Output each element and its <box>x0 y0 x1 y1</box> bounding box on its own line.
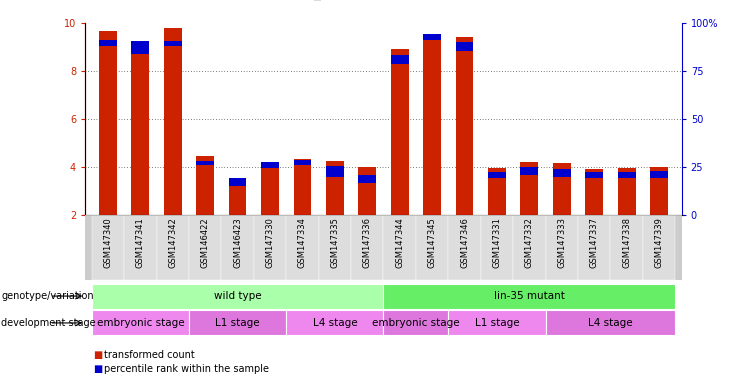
Bar <box>293 160 311 165</box>
Text: GSM147342: GSM147342 <box>168 217 177 268</box>
Bar <box>326 166 344 177</box>
Text: GSM147346: GSM147346 <box>460 217 469 268</box>
Bar <box>520 162 538 215</box>
Bar <box>164 41 182 46</box>
Bar <box>229 178 247 186</box>
Text: GSM146423: GSM146423 <box>233 217 242 268</box>
Bar <box>423 34 441 40</box>
Text: L1 stage: L1 stage <box>475 318 519 328</box>
Bar <box>261 162 279 215</box>
Bar <box>189 310 286 336</box>
Bar <box>553 164 571 215</box>
Text: GSM147339: GSM147339 <box>654 217 663 268</box>
Text: GSM147331: GSM147331 <box>493 217 502 268</box>
Text: GSM147336: GSM147336 <box>363 217 372 268</box>
Bar <box>92 283 384 309</box>
Text: GSM147341: GSM147341 <box>136 217 144 268</box>
Bar <box>384 283 675 309</box>
Bar <box>650 170 668 178</box>
Bar <box>326 161 344 215</box>
Bar <box>196 156 214 215</box>
Text: GSM147345: GSM147345 <box>428 217 436 268</box>
Bar <box>319 215 351 280</box>
Text: GSM147333: GSM147333 <box>557 217 566 268</box>
Text: wild type: wild type <box>213 291 262 301</box>
Text: percentile rank within the sample: percentile rank within the sample <box>104 364 269 374</box>
Bar <box>92 215 124 280</box>
Text: GSM147335: GSM147335 <box>330 217 339 268</box>
Bar <box>131 41 149 54</box>
Bar <box>488 172 506 178</box>
Bar <box>488 168 506 215</box>
Text: genotype/variation: genotype/variation <box>1 291 94 301</box>
Bar <box>391 55 408 64</box>
Bar <box>481 215 513 280</box>
Bar <box>650 167 668 215</box>
Bar <box>578 215 611 280</box>
Text: ■: ■ <box>93 350 102 360</box>
Bar <box>611 215 643 280</box>
Bar <box>222 215 253 280</box>
Text: embryonic stage: embryonic stage <box>96 318 185 328</box>
Bar <box>293 159 311 215</box>
Bar <box>359 175 376 183</box>
Bar <box>585 172 603 178</box>
Text: GSM147344: GSM147344 <box>395 217 404 268</box>
Bar <box>513 215 545 280</box>
Bar <box>585 169 603 215</box>
Bar <box>286 215 319 280</box>
Bar <box>351 215 384 280</box>
Text: GSM146422: GSM146422 <box>201 217 210 268</box>
Text: development stage: development stage <box>1 318 96 328</box>
Text: L4 stage: L4 stage <box>588 318 633 328</box>
Bar <box>229 178 247 215</box>
Text: L4 stage: L4 stage <box>313 318 357 328</box>
Bar <box>448 215 481 280</box>
Bar <box>156 215 189 280</box>
Bar <box>99 40 117 46</box>
Text: GSM147330: GSM147330 <box>265 217 274 268</box>
Text: GSM147334: GSM147334 <box>298 217 307 268</box>
Bar <box>189 215 222 280</box>
Bar <box>196 161 214 165</box>
Bar <box>164 28 182 215</box>
Bar <box>359 167 376 215</box>
Bar <box>545 215 578 280</box>
Text: GSM147337: GSM147337 <box>590 217 599 268</box>
Text: embryonic stage: embryonic stage <box>372 318 459 328</box>
Bar <box>456 38 473 215</box>
Bar <box>416 215 448 280</box>
Text: lin-35 mutant: lin-35 mutant <box>494 291 565 301</box>
Bar <box>384 215 416 280</box>
Text: L1 stage: L1 stage <box>216 318 260 328</box>
Bar <box>618 168 636 215</box>
Bar <box>520 167 538 175</box>
Text: ■: ■ <box>93 364 102 374</box>
Bar <box>124 215 156 280</box>
Text: GSM147332: GSM147332 <box>525 217 534 268</box>
Text: GSM147338: GSM147338 <box>622 217 631 268</box>
Text: transformed count: transformed count <box>104 350 194 360</box>
Bar <box>261 162 279 168</box>
Bar <box>618 172 636 178</box>
Bar <box>391 50 408 215</box>
Bar <box>456 42 473 51</box>
Bar <box>423 34 441 215</box>
Bar <box>286 310 384 336</box>
Bar <box>131 41 149 215</box>
Bar <box>99 31 117 215</box>
Text: GSM147340: GSM147340 <box>104 217 113 268</box>
Bar <box>553 169 571 177</box>
Bar <box>384 310 448 336</box>
Bar <box>643 215 675 280</box>
Bar <box>448 310 545 336</box>
Bar <box>545 310 675 336</box>
Bar <box>92 310 189 336</box>
Bar <box>253 215 286 280</box>
